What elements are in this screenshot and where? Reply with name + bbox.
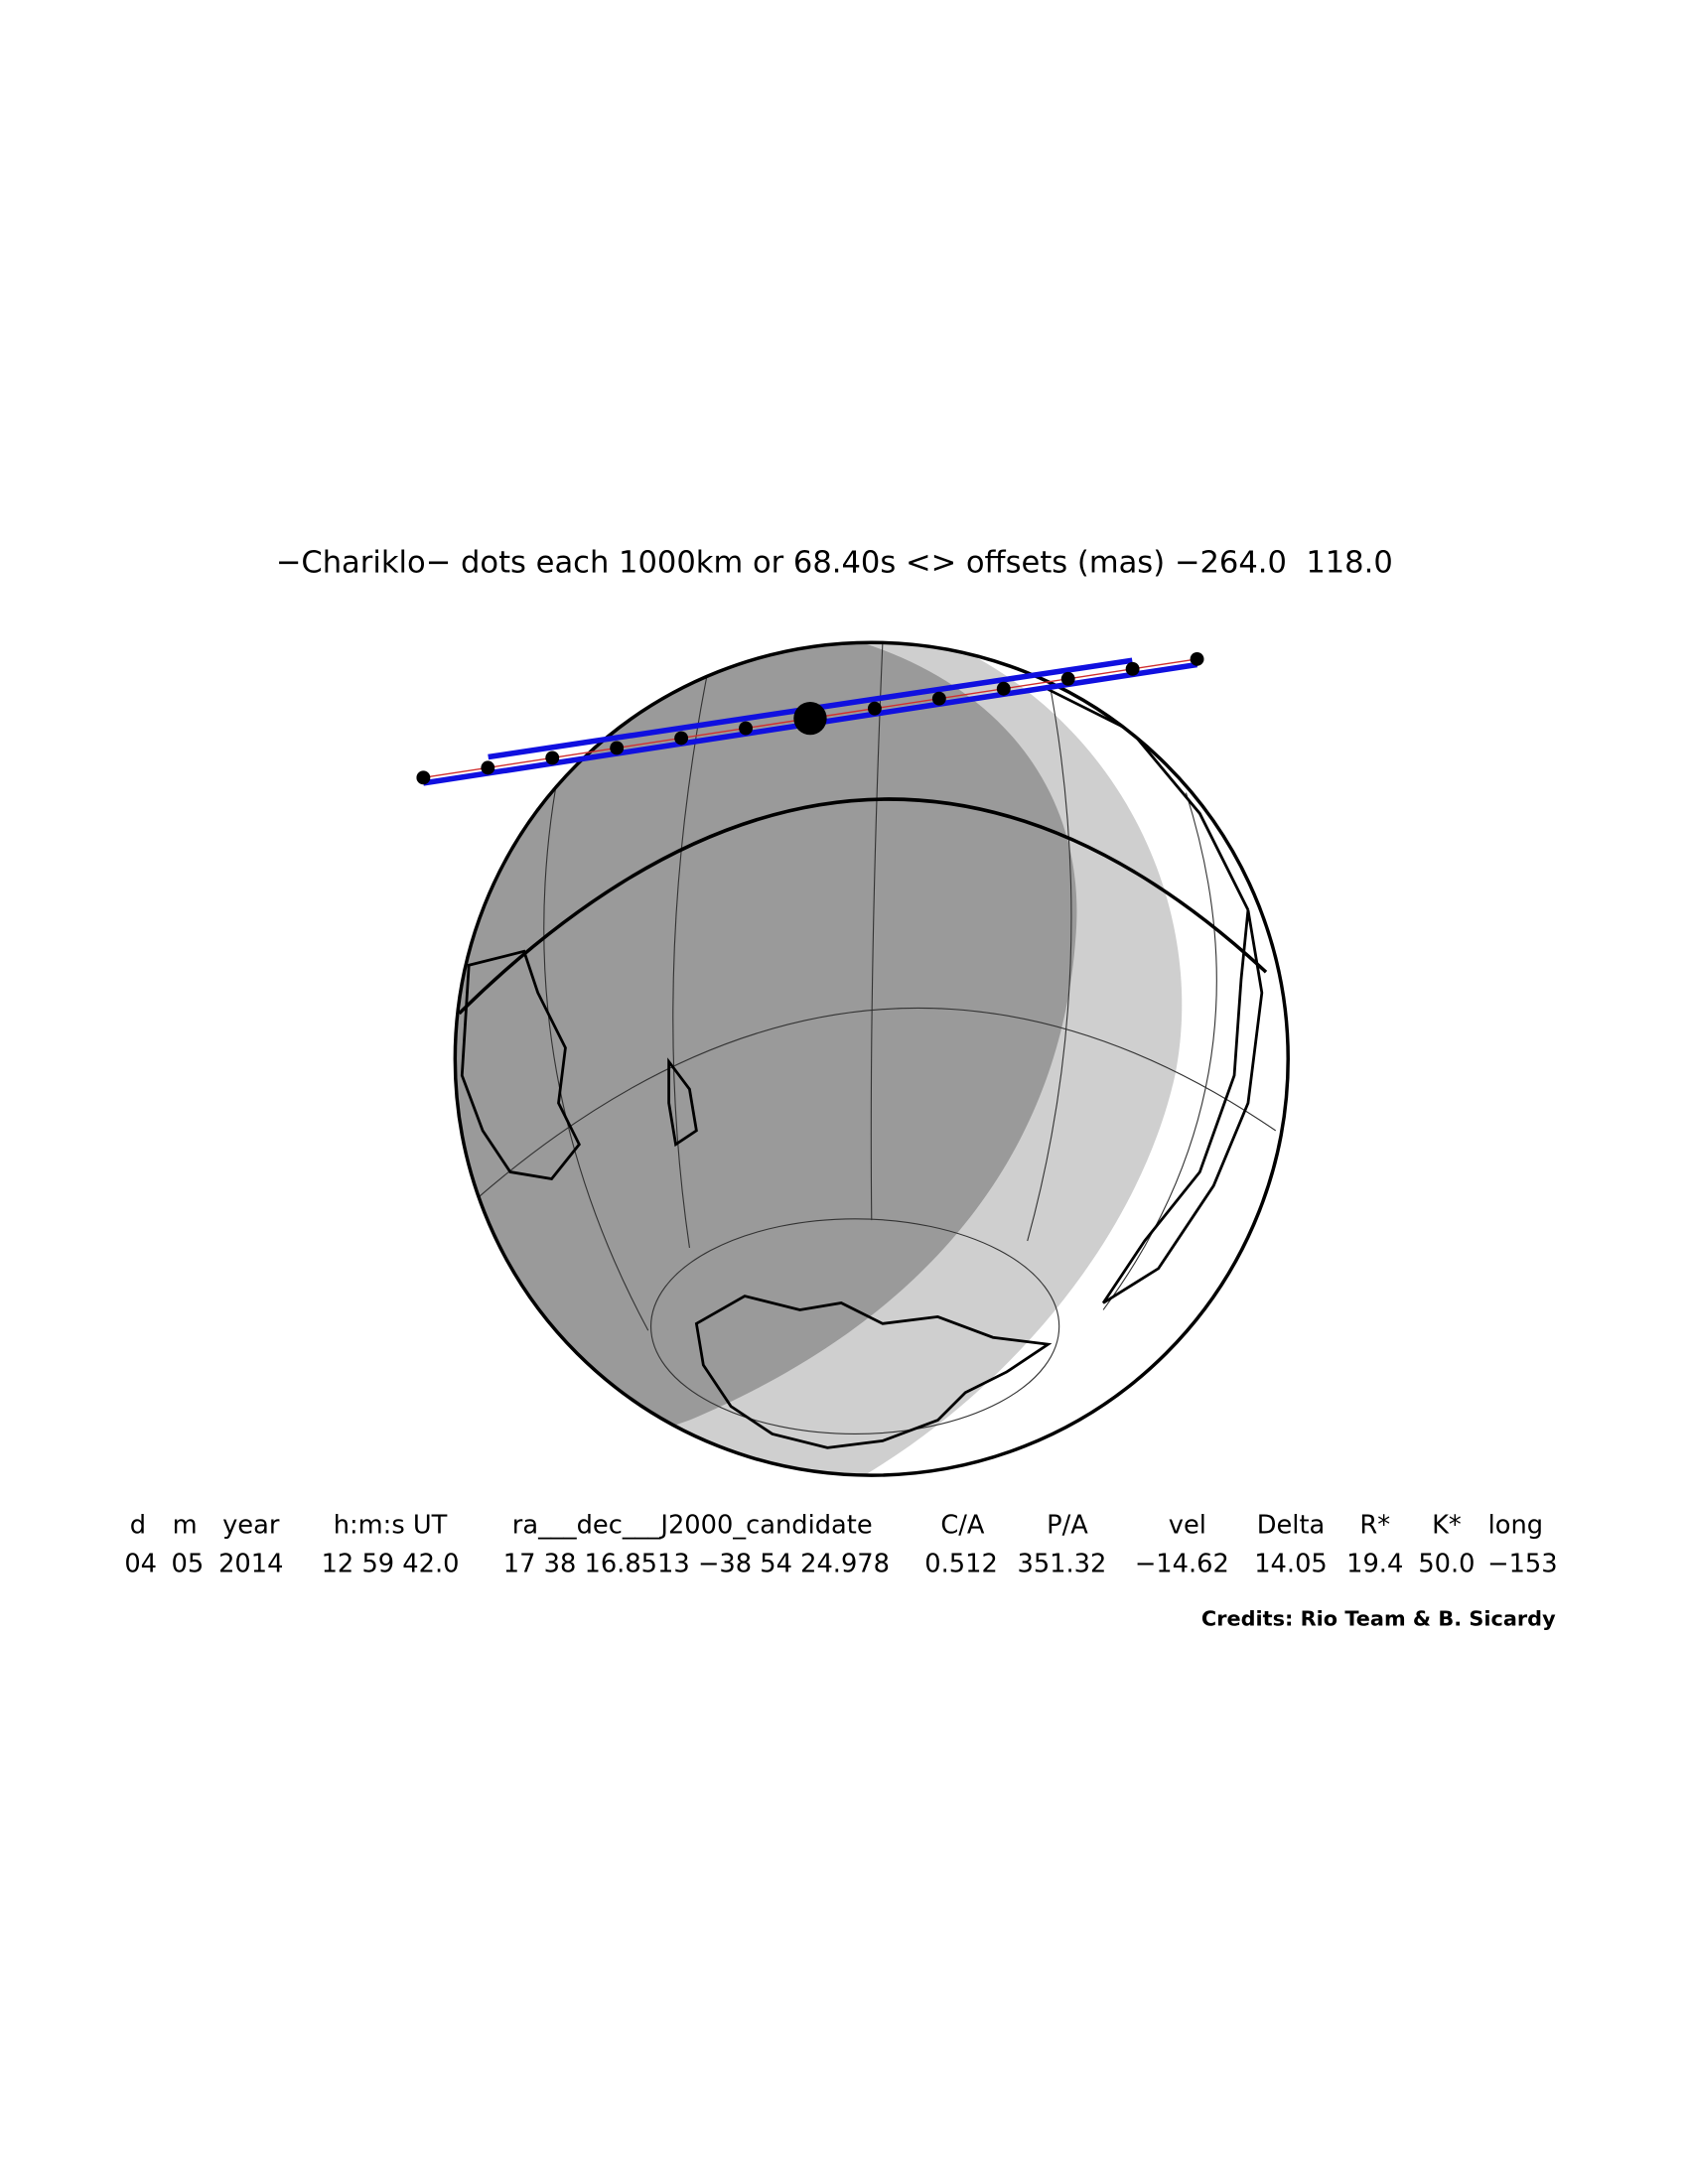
track-dot [1125, 661, 1140, 676]
track-dot [867, 701, 882, 716]
night-zone [455, 642, 1077, 1476]
credits: Credits: Rio Team & B. Sicardy [1201, 1606, 1556, 1630]
table-value: 351.32 [1017, 1549, 1106, 1578]
graticule [475, 642, 1277, 1434]
track-dot [1190, 651, 1204, 666]
table-value: 14.05 [1254, 1549, 1328, 1578]
table-header: Delta [1257, 1510, 1326, 1540]
track-dot [610, 741, 625, 755]
table-header: m [173, 1510, 198, 1540]
table-header: vel [1169, 1510, 1206, 1540]
table-value: 05 [172, 1549, 205, 1578]
track-dot [996, 681, 1011, 696]
table-value: 0.512 [924, 1549, 998, 1578]
table-value: −153 [1487, 1549, 1558, 1578]
track-dot [416, 770, 431, 785]
occultation-track [416, 651, 1204, 786]
globe-outline [453, 640, 1290, 1477]
data-table: d m year h:m:s UT ra___dec___J2000_candi… [124, 1510, 1557, 1578]
map-title: −Chariklo− dots each 1000km or 68.40s <>… [276, 545, 1393, 580]
coastlines [460, 688, 1264, 1449]
table-value: 17 38 16.8513 −38 54 24.978 [503, 1549, 890, 1578]
equator [458, 797, 1268, 1016]
table-value: −14.62 [1135, 1549, 1229, 1578]
track-dot [674, 731, 689, 746]
table-value: 50.0 [1418, 1549, 1475, 1578]
table-value: 12 59 42.0 [322, 1549, 460, 1578]
table-header: ra___dec___J2000_candidate [512, 1510, 873, 1540]
table-header: K* [1432, 1510, 1462, 1540]
table-header: d [130, 1510, 146, 1540]
table-value: 04 [124, 1549, 157, 1578]
table-header: h:m:s UT [334, 1510, 448, 1540]
table-header: P/A [1047, 1510, 1088, 1540]
table-header: long [1488, 1510, 1543, 1540]
track-dot [481, 760, 495, 775]
globe [453, 640, 1290, 1477]
table-header: C/A [940, 1510, 985, 1540]
closest-approach-dot [793, 701, 827, 736]
track-dot [931, 691, 946, 706]
table-header: year [222, 1510, 280, 1540]
table-value: 19.4 [1346, 1549, 1403, 1578]
table-header: R* [1359, 1510, 1390, 1540]
track-dot [1060, 671, 1075, 686]
track-dot [739, 721, 753, 736]
table-value: 2014 [218, 1549, 283, 1578]
track-dot [545, 751, 560, 765]
